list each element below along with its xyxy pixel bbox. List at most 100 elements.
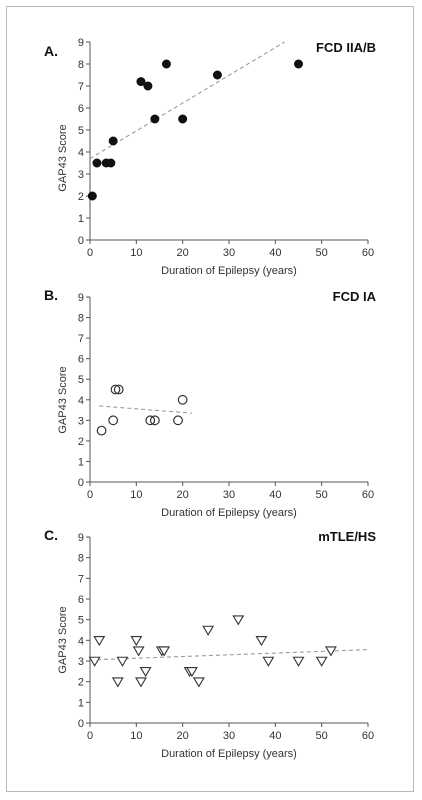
data-point (149, 415, 160, 426)
panel-a-title: FCD IIA/B (316, 40, 376, 55)
panel-b-label: B. (44, 287, 58, 303)
data-point (212, 70, 222, 80)
data-point (292, 656, 305, 667)
x-tick-label: 40 (269, 489, 281, 501)
data-point (173, 415, 183, 426)
panel-b-title: FCD IA (333, 289, 377, 304)
data-point (139, 667, 152, 678)
y-tick-label: 1 (78, 456, 84, 468)
y-tick-label: 7 (78, 333, 84, 345)
y-tick-label: 4 (78, 147, 84, 159)
data-point (106, 158, 116, 168)
panel-c-label: C. (44, 527, 58, 543)
data-point (161, 59, 171, 69)
y-tick-label: 4 (78, 635, 84, 647)
x-tick-label: 30 (223, 730, 235, 742)
panel-c: C. mTLE/HS GAP43 Score Duration of Epile… (44, 527, 376, 760)
x-tick-label: 10 (130, 247, 142, 259)
data-point (96, 425, 107, 436)
y-tick-label: 5 (78, 125, 84, 137)
x-tick-label: 30 (223, 489, 235, 501)
y-tick-label: 9 (78, 292, 84, 304)
y-tick-label: 8 (78, 553, 84, 565)
y-tick-label: 3 (78, 169, 84, 181)
data-point (108, 136, 118, 146)
data-point (178, 114, 188, 124)
panel-b-ylabel: GAP43 Score (57, 366, 69, 433)
data-point (136, 77, 146, 87)
y-tick-label: 5 (78, 374, 84, 386)
x-tick-label: 40 (269, 247, 281, 259)
data-point (262, 656, 275, 667)
x-tick-label: 0 (87, 489, 93, 501)
data-point (145, 415, 156, 426)
panel-a-label: A. (44, 43, 58, 59)
x-tick-label: 10 (130, 730, 142, 742)
data-point (177, 394, 188, 405)
trendline (99, 405, 192, 414)
y-tick-label: 6 (78, 594, 84, 606)
data-point (232, 615, 245, 626)
panel-a-xlabel: Duration of Epilepsy (years) (161, 265, 297, 277)
data-point (185, 667, 198, 678)
x-tick-label: 30 (223, 247, 235, 259)
y-tick-label: 0 (78, 718, 84, 730)
y-tick-label: 0 (78, 235, 84, 247)
x-tick-label: 50 (316, 489, 328, 501)
panel-c-title: mTLE/HS (318, 529, 376, 544)
x-tick-label: 20 (177, 489, 189, 501)
y-tick-label: 8 (78, 313, 84, 325)
x-tick-label: 60 (362, 730, 374, 742)
y-tick-label: 6 (78, 354, 84, 366)
data-point (158, 646, 171, 657)
figure-frame (6, 6, 414, 792)
data-point (88, 656, 101, 667)
data-point (315, 656, 328, 667)
y-tick-label: 7 (78, 81, 84, 93)
data-point (113, 384, 124, 395)
panel-b-xlabel: Duration of Epilepsy (years) (161, 507, 297, 519)
y-tick-label: 3 (78, 415, 84, 427)
x-tick-label: 60 (362, 489, 374, 501)
data-point (202, 625, 215, 636)
data-point (255, 636, 268, 647)
y-tick-label: 2 (78, 677, 84, 689)
data-point (111, 677, 124, 688)
data-point (324, 646, 337, 657)
panel-a: A. FCD IIA/B GAP43 Score Duration of Epi… (44, 37, 376, 277)
x-tick-label: 10 (130, 489, 142, 501)
panel-b: B. FCD IA GAP43 Score Duration of Epilep… (44, 287, 377, 519)
data-point (143, 81, 153, 91)
data-point (93, 636, 106, 647)
panel-a-ylabel: GAP43 Score (57, 124, 69, 191)
y-tick-label: 9 (78, 532, 84, 544)
x-tick-label: 50 (316, 247, 328, 259)
data-point (130, 636, 143, 647)
data-point (294, 59, 303, 69)
y-tick-label: 6 (78, 103, 84, 115)
y-tick-label: 9 (78, 37, 84, 49)
x-tick-label: 40 (269, 730, 281, 742)
y-tick-label: 0 (78, 477, 84, 489)
y-tick-label: 2 (78, 191, 84, 203)
y-tick-label: 1 (78, 697, 84, 709)
x-tick-label: 60 (362, 247, 374, 259)
data-point (132, 646, 145, 657)
data-point (92, 158, 102, 168)
y-tick-label: 3 (78, 656, 84, 668)
x-tick-label: 20 (177, 730, 189, 742)
y-tick-label: 7 (78, 573, 84, 585)
y-tick-label: 8 (78, 59, 84, 71)
x-tick-label: 0 (87, 730, 93, 742)
trendline (89, 41, 285, 160)
x-tick-label: 20 (177, 247, 189, 259)
data-point (108, 415, 119, 426)
x-tick-label: 0 (87, 247, 93, 259)
data-point (110, 384, 121, 395)
data-point (116, 656, 129, 667)
y-tick-label: 1 (78, 213, 84, 225)
y-tick-label: 5 (78, 615, 84, 627)
panel-c-ylabel: GAP43 Score (57, 606, 69, 673)
y-tick-label: 4 (78, 395, 84, 407)
